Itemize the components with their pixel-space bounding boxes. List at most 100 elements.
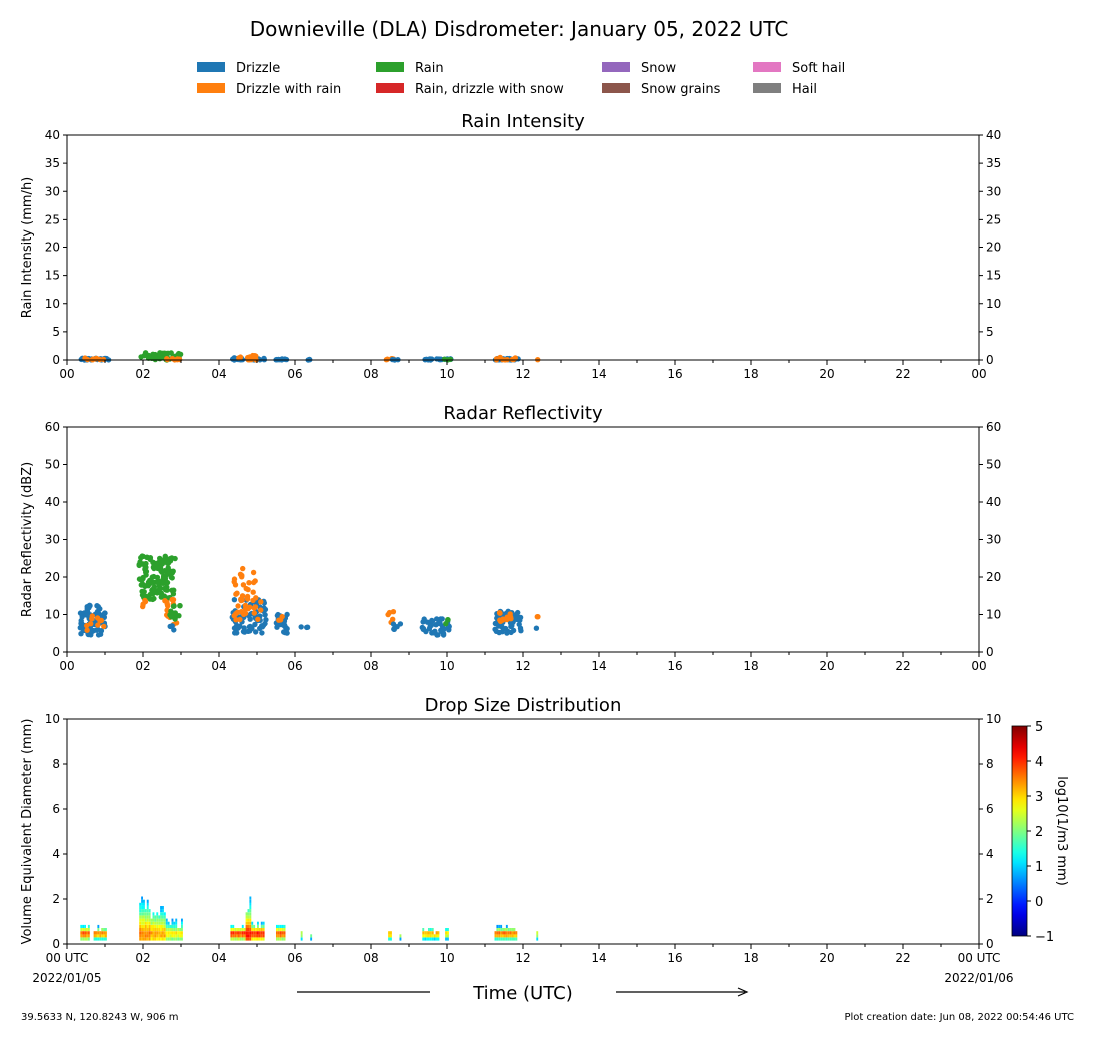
- y-tick-label-right: 25: [986, 212, 1001, 226]
- dsd-cell: [236, 934, 238, 938]
- dsd-cell: [101, 937, 104, 941]
- dsd-cell: [171, 937, 174, 941]
- dsd-cell: [82, 928, 85, 932]
- dsd-cell: [447, 928, 449, 932]
- dsd-cell: [169, 934, 172, 938]
- dsd-cell: [160, 915, 162, 919]
- dsd-cell: [251, 937, 254, 941]
- data-point: [253, 629, 259, 635]
- data-point: [238, 609, 244, 615]
- dsd-cell: [179, 931, 181, 935]
- dsd-cell: [253, 928, 256, 932]
- data-point: [167, 623, 173, 630]
- data-point: [240, 582, 247, 588]
- data-point: [431, 630, 437, 636]
- dsd-cell: [515, 937, 518, 941]
- x-tick-label: 02: [135, 659, 150, 673]
- dsd-cell: [232, 934, 235, 938]
- dsd-cell: [165, 918, 168, 922]
- data-point: [89, 613, 96, 619]
- dsd-cell: [87, 931, 90, 935]
- dsd-cell: [143, 909, 145, 913]
- dsd-cell: [144, 928, 147, 932]
- dsd-cell: [277, 937, 280, 941]
- dsd-cell: [86, 931, 88, 935]
- dsd-cell: [152, 918, 155, 922]
- dsd-cell: [260, 924, 263, 928]
- data-point: [517, 625, 524, 631]
- dsd-cell: [87, 934, 90, 938]
- dsd-cell: [388, 931, 390, 935]
- dsd-cell: [103, 934, 105, 938]
- x-tick-label: 18: [743, 367, 758, 381]
- dsd-cell: [279, 928, 282, 932]
- dsd-cell: [502, 937, 504, 941]
- dsd-cell: [171, 931, 174, 935]
- x-tick-label: 00: [59, 659, 74, 673]
- dsd-cell: [139, 921, 142, 925]
- data-point: [397, 621, 404, 627]
- dsd-cell: [171, 924, 174, 928]
- dsd-cell: [496, 934, 499, 938]
- y-tick-label-right: 5: [986, 325, 994, 339]
- dsd-cell: [276, 931, 278, 935]
- dsd-cell: [139, 902, 142, 906]
- dsd-cell: [99, 931, 102, 935]
- dsd-cell: [154, 915, 157, 919]
- x-tick-label: 22: [895, 367, 910, 381]
- dsd-cell: [230, 934, 233, 938]
- dsd-cell: [239, 931, 242, 935]
- dsd-cell: [163, 924, 166, 928]
- dsd-cell: [171, 934, 174, 938]
- colorbar: −1 0 1 2 3 4 5 log10(1/m3 mm): [1011, 720, 1069, 945]
- dsd-cell: [169, 924, 172, 928]
- data-point: [153, 355, 159, 361]
- dsd-cell: [156, 931, 159, 935]
- dsd-cell: [388, 934, 390, 938]
- data-point: [163, 572, 169, 579]
- dsd-cell: [175, 924, 178, 928]
- data-point: [95, 632, 102, 638]
- dsd-cell: [152, 931, 155, 935]
- dsd-cell: [276, 928, 278, 932]
- dsd-cell: [277, 924, 280, 928]
- dsd-cell: [281, 931, 284, 935]
- data-point: [262, 612, 268, 618]
- dsd-cell: [422, 928, 425, 932]
- data-point: [139, 588, 145, 595]
- data-point: [247, 616, 253, 622]
- dsd-cell: [257, 931, 259, 935]
- dsd-cell: [241, 924, 244, 928]
- data-point: [161, 585, 168, 592]
- dsd-cell: [163, 915, 166, 919]
- dsd-cell: [437, 937, 440, 941]
- dsd-cell: [249, 918, 252, 922]
- dsd-cell: [160, 918, 162, 922]
- dsd-cell: [241, 928, 244, 932]
- colorbar-tick-label: 3: [1035, 790, 1043, 805]
- dsd-cell: [255, 928, 257, 932]
- y-tick-label-right: 6: [986, 802, 994, 816]
- dsd-cell: [163, 918, 166, 922]
- x-tick-label: 08: [363, 951, 378, 965]
- dsd-cell: [429, 931, 432, 935]
- dsd-cell: [424, 937, 427, 941]
- y-tick-label-right: 40: [986, 495, 1001, 509]
- dsd-cell: [509, 937, 512, 941]
- dsd-cell: [249, 928, 252, 932]
- dsd-cell: [150, 931, 153, 935]
- data-point: [250, 569, 257, 576]
- y-tick-label: 25: [45, 212, 60, 226]
- data-point: [420, 626, 426, 632]
- dsd-cell: [177, 928, 180, 932]
- dsd-cell: [253, 937, 256, 941]
- dsd-cell: [536, 934, 539, 938]
- dsd-cell: [445, 928, 447, 932]
- dsd-cell: [93, 937, 96, 941]
- dsd-cell: [283, 937, 286, 941]
- data-point: [231, 579, 237, 585]
- x-tick-label: 00 UTC: [46, 951, 89, 965]
- colorbar-tick-label: −1: [1035, 930, 1054, 945]
- dsd-cell: [238, 931, 240, 935]
- dsd-cell: [146, 934, 149, 938]
